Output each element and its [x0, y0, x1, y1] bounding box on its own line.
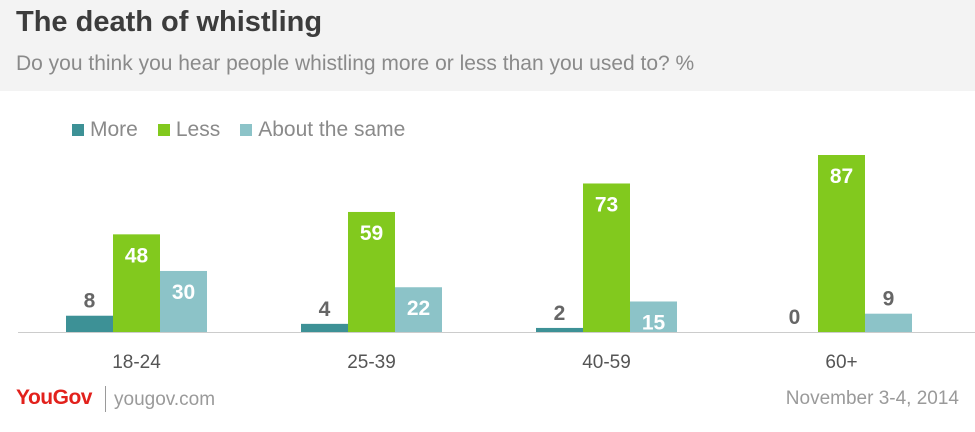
legend-item-more: More — [72, 118, 138, 142]
legend-swatch-less — [157, 124, 170, 136]
data-label-less-18-24: 48 — [125, 244, 149, 267]
legend-swatch-more — [72, 124, 84, 136]
data-label-more-60+: 0 — [789, 306, 801, 329]
bar-more-18-24 — [66, 315, 113, 332]
chart-header: The death of whistling Do you think you … — [0, 0, 975, 91]
bar-about-the-same-18-24 — [160, 270, 207, 332]
legend-label-about-the-same: About the same — [258, 118, 406, 141]
x-tick-label-18-24: 18-24 — [112, 352, 161, 373]
footer-date: November 3-4, 2014 — [785, 388, 959, 409]
footer-divider — [105, 386, 106, 412]
data-label-about-the-same-25-39: 22 — [407, 297, 430, 320]
bar-more-25-39 — [301, 323, 348, 332]
x-tick-label-60+: 60+ — [825, 352, 857, 373]
legend-swatch-about-the-same — [240, 124, 253, 136]
x-tick-label-25-39: 25-39 — [347, 352, 396, 373]
bar-about-the-same-25-39 — [395, 287, 442, 332]
bar-more-40-59 — [536, 327, 583, 332]
data-label-about-the-same-40-59: 15 — [642, 311, 666, 334]
bar-about-the-same-40-59 — [630, 301, 677, 332]
bar-less-25-39 — [348, 211, 395, 332]
data-label-less-60+: 87 — [830, 165, 853, 188]
legend-item-less: Less — [157, 118, 221, 142]
data-label-more-18-24: 8 — [84, 290, 96, 313]
bar-less-60+ — [818, 155, 865, 332]
data-label-about-the-same-60+: 9 — [883, 288, 895, 311]
data-label-more-25-39: 4 — [319, 298, 331, 321]
data-label-less-40-59: 73 — [595, 193, 618, 216]
footer-site-link[interactable]: yougov.com — [114, 389, 216, 410]
chart-subtitle: Do you think you hear people whistling m… — [16, 52, 695, 75]
yougov-logo: YouGov — [16, 386, 92, 409]
data-label-about-the-same-18-24: 30 — [172, 281, 195, 304]
x-tick-label-40-59: 40-59 — [582, 352, 631, 373]
bar-chart: 8 48 30 18-24 4 59 22 25-39 2 73 15 40-59 0 87 9 60+ — [18, 155, 975, 373]
chart-legend: More Less About the same — [72, 116, 425, 144]
data-label-more-40-59: 2 — [554, 302, 566, 325]
chart-title: The death of whistling — [16, 6, 323, 38]
bar-less-18-24 — [113, 234, 160, 332]
legend-label-more: More — [90, 118, 138, 141]
bar-less-40-59 — [583, 183, 630, 332]
legend-item-about-the-same: About the same — [240, 118, 405, 142]
data-label-less-25-39: 59 — [360, 222, 383, 245]
legend-label-less: Less — [175, 118, 221, 141]
bar-about-the-same-60+ — [865, 313, 912, 332]
